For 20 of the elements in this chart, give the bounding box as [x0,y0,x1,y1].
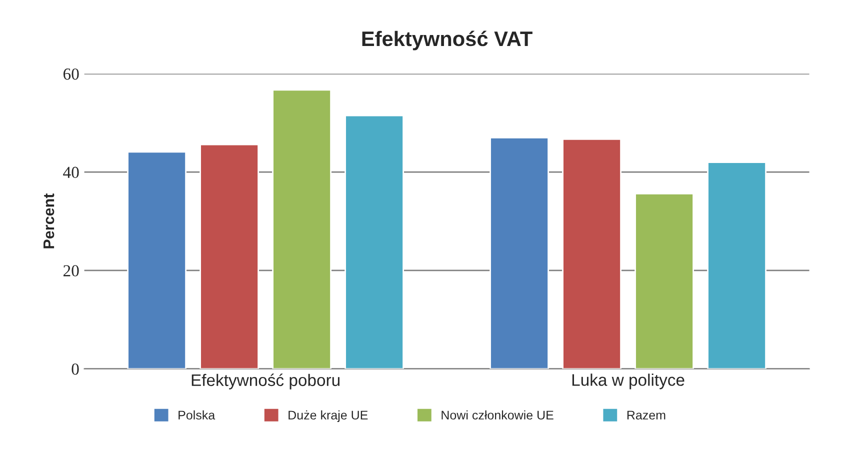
y-tick-label: 20 [64,265,79,276]
legend-label: Razem [627,410,666,420]
bar [272,89,332,369]
y-axis-title: Percent [44,193,54,248]
x-tick-label: Luka w polityce [572,374,684,390]
legend-label: Polska [178,410,216,420]
bar [707,162,766,369]
bar [127,151,186,369]
y-tick-label: 0 [72,364,79,375]
bar [490,136,549,369]
y-tick-label: 60 [63,68,79,80]
y-tick-label: 40 [63,166,79,178]
x-tick-label: Efektywność poboru [192,374,340,390]
bar [634,193,694,369]
chart-title: Efektywność VAT [362,30,532,50]
bar [344,114,404,369]
legend-label: Nowi członkowie UE [442,410,554,420]
legend-label: Duże kraje UE [288,410,368,422]
bar [562,138,622,369]
bar [200,144,259,369]
